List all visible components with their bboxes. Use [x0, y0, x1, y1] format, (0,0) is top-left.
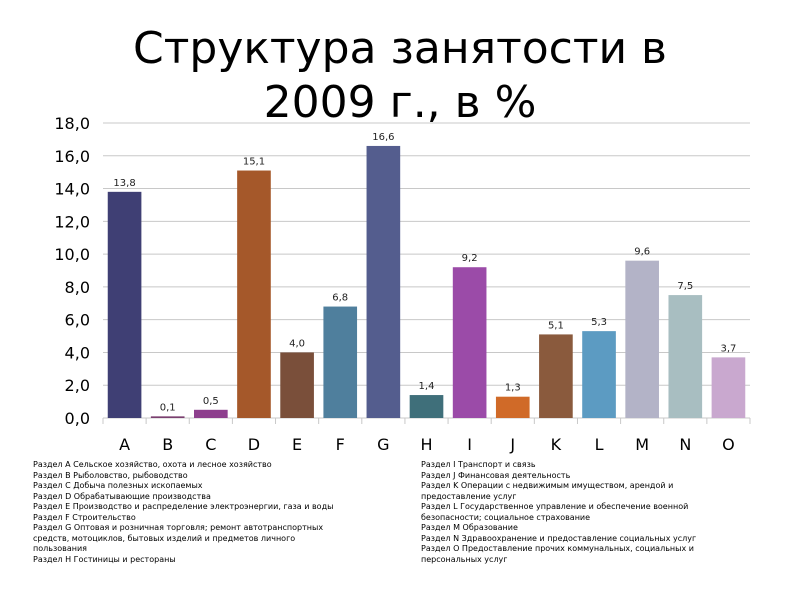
- slide-title-line-2: 2009 г., в %: [263, 77, 537, 128]
- data-label: 1,3: [505, 383, 521, 394]
- legend-line: средств, мотоциклов, бытовых изделий и п…: [33, 533, 296, 543]
- y-axis-tick-labels: 0,0 2,0 4,0 6,0 8,0 10,0 12,0 14,0 16,0 18,0: [54, 114, 90, 428]
- bar-F: [323, 306, 358, 418]
- data-label: 9,6: [634, 247, 650, 258]
- legend-left-column: Раздел A Сельское хозяйство, охота и лес…: [33, 460, 398, 565]
- x-tick-label: A: [119, 435, 130, 454]
- y-tick-label: 0,0: [65, 409, 90, 428]
- legend-line: пользования: [33, 544, 87, 553]
- bar-J: [495, 396, 530, 418]
- legend-line: Раздел C Добыча полезных ископаемых: [33, 481, 203, 490]
- x-axis-tick-labels: A B C D E F G H I J K L M N O: [119, 435, 735, 454]
- legend-line: Раздел K Операции с недвижимым имущество…: [421, 481, 674, 490]
- y-tick-label: 6,0: [65, 311, 90, 330]
- legend-line: Раздел L Государственное управление и об…: [421, 502, 689, 511]
- x-tick-label: I: [467, 435, 472, 454]
- bar-G: [366, 145, 401, 418]
- y-tick-label: 14,0: [54, 180, 90, 199]
- x-tick-label: O: [722, 435, 735, 454]
- data-label: 5,3: [591, 317, 607, 328]
- legend-right-column: Раздел I Транспорт и связь Раздел J Финан…: [421, 460, 741, 565]
- x-tick-label: L: [595, 435, 604, 454]
- x-tick-label: D: [248, 435, 260, 454]
- legend-line: Раздел J Финансовая деятельность: [421, 470, 571, 480]
- legend-line: Раздел E Производство и распределение эл…: [33, 502, 334, 511]
- legend-line: предоставление услуг: [421, 491, 517, 501]
- y-tick-label: 2,0: [65, 376, 90, 395]
- x-tick-label: B: [162, 435, 173, 454]
- chart-data-labels: 13,8 0,1 0,5 15,1 4,0 6,8 16,6 1,4 9,2 1,3 5,1 5,3 9…: [113, 132, 736, 413]
- legend-line: Раздел G Оптовая и розничная торговля; р…: [33, 523, 324, 532]
- legend-line: Раздел F Строительство: [33, 512, 136, 522]
- x-tick-label: F: [336, 435, 345, 454]
- y-tick-label: 12,0: [54, 212, 90, 231]
- bar-C: [194, 409, 228, 418]
- legend-line: Раздел I Транспорт и связь: [421, 460, 536, 469]
- bar-M: [625, 260, 659, 418]
- data-label: 3,7: [720, 343, 736, 354]
- y-tick-label: 8,0: [65, 278, 90, 297]
- bar-O: [711, 357, 746, 418]
- chart-bars: [107, 145, 746, 418]
- y-tick-label: 4,0: [65, 343, 90, 362]
- slide-title-line-1: Структура занятости в: [133, 23, 667, 74]
- bar-A: [107, 191, 142, 418]
- legend-line: Раздел H Гостиницы и рестораны: [33, 554, 176, 564]
- legend-line: Раздел O Предоставление прочих коммуналь…: [421, 544, 694, 553]
- x-tick-label: H: [420, 435, 432, 454]
- data-label: 15,1: [243, 157, 265, 168]
- data-label: 1,4: [419, 381, 435, 392]
- y-tick-label: 16,0: [54, 147, 90, 166]
- data-label: 16,6: [372, 132, 394, 143]
- bar-L: [582, 331, 616, 418]
- x-tick-label: M: [635, 435, 649, 454]
- data-label: 9,2: [462, 253, 478, 264]
- bar-B: [150, 416, 185, 418]
- legend-line: Раздел D Обрабатывающие производства: [33, 491, 211, 501]
- data-label: 4,0: [289, 338, 305, 349]
- data-label: 13,8: [113, 178, 135, 189]
- data-label: 6,8: [332, 293, 348, 304]
- bar-I: [452, 267, 487, 418]
- legend-line: Раздел A Сельское хозяйство, охота и лес…: [33, 460, 272, 469]
- data-label: 5,1: [548, 320, 564, 331]
- legend-line: Раздел N Здравоохранение и предоставлени…: [421, 533, 697, 543]
- data-label: 0,5: [203, 396, 219, 407]
- bar-N: [668, 295, 703, 418]
- x-tick-label: N: [679, 435, 691, 454]
- x-tick-label: E: [292, 435, 302, 454]
- bar-K: [539, 334, 573, 418]
- bar-H: [409, 395, 444, 418]
- x-tick-label: C: [205, 435, 216, 454]
- bar-E: [280, 352, 314, 418]
- legend-line: безопасности; социальное страхование: [421, 512, 591, 522]
- legend-line: персональных услуг: [421, 554, 508, 564]
- bar-D: [237, 170, 271, 418]
- data-label: 7,5: [677, 281, 693, 292]
- x-tick-label: G: [377, 435, 389, 454]
- x-tick-label: K: [551, 435, 562, 454]
- data-label: 0,1: [160, 402, 176, 413]
- legend-line: Раздел B Рыболовство, рыбоводство: [33, 470, 188, 480]
- slide-title: Структура занятости в 2009 г., в %: [0, 22, 800, 130]
- legend-line: Раздел M Образование: [421, 523, 518, 532]
- y-tick-label: 10,0: [54, 245, 90, 264]
- y-tick-label: 18,0: [54, 114, 90, 133]
- x-tick-label: J: [509, 435, 515, 454]
